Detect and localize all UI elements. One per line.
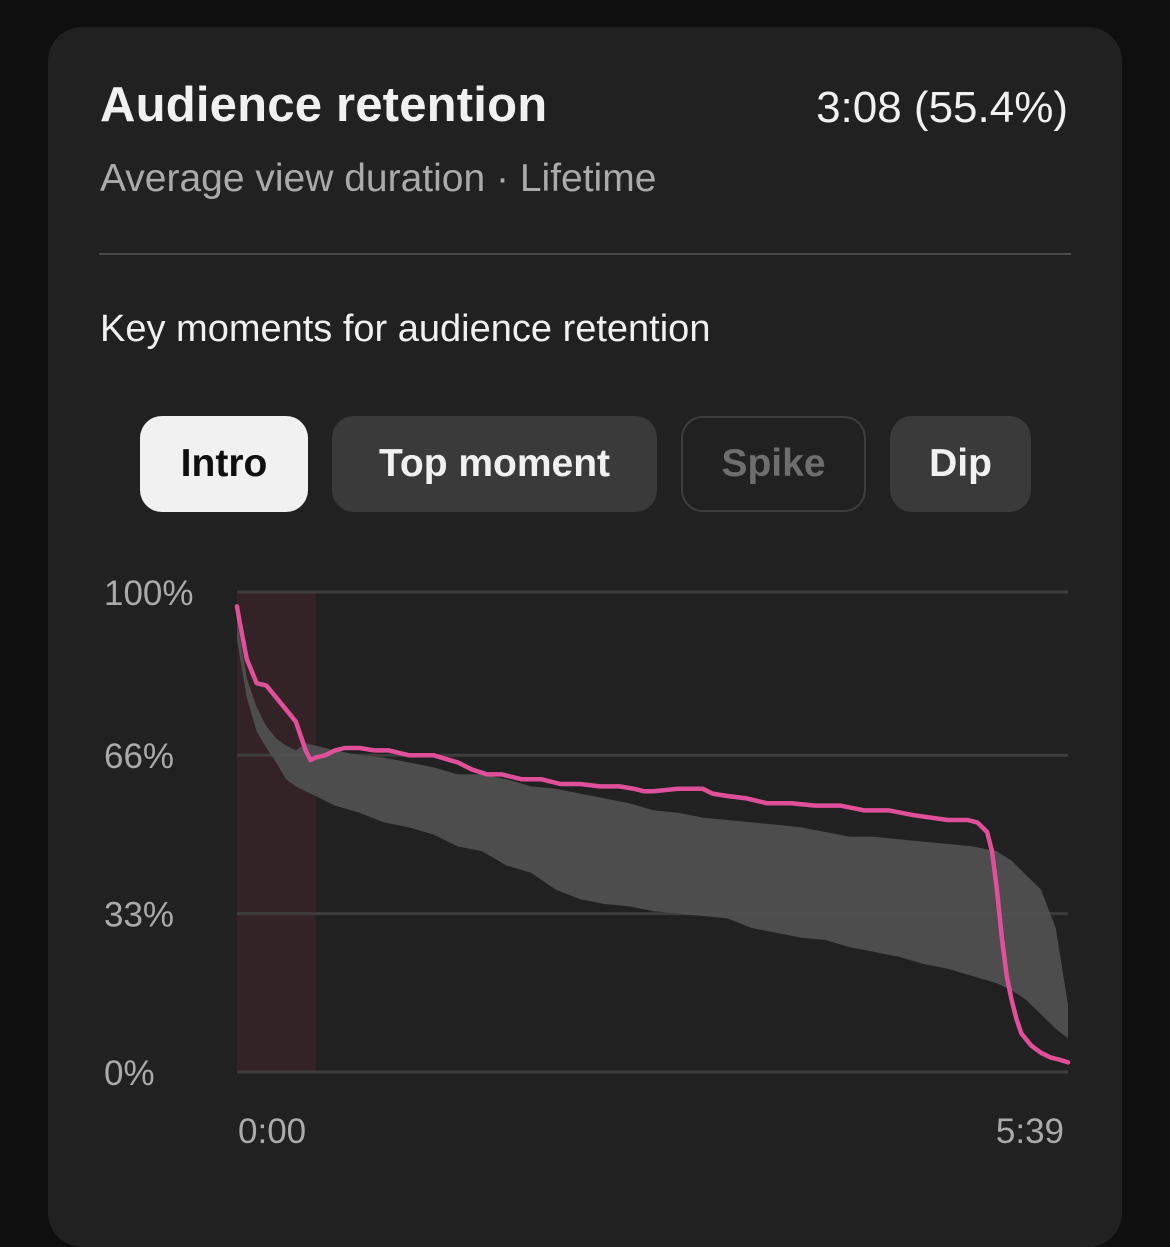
y-tick-label: 66% xyxy=(104,737,174,776)
chip-dip[interactable]: Dip xyxy=(890,416,1031,512)
average-view-duration-value: 3:08 (55.4%) xyxy=(816,83,1068,132)
chip-intro[interactable]: Intro xyxy=(140,416,308,512)
audience-retention-card: Audience retention 3:08 (55.4%) Average … xyxy=(48,27,1122,1247)
y-tick-label: 0% xyxy=(104,1054,155,1093)
card-title: Audience retention xyxy=(100,78,548,132)
typical-retention-band xyxy=(237,620,1068,1039)
x-tick-label: 0:00 xyxy=(238,1112,306,1151)
divider xyxy=(99,253,1071,255)
chip-top-moment[interactable]: Top moment xyxy=(332,416,657,512)
x-tick-label: 5:39 xyxy=(996,1112,1064,1151)
retention-chart: 100% 66% 33% 0% 0:00 5:39 xyxy=(104,574,1071,1151)
key-moments-heading: Key moments for audience retention xyxy=(100,308,711,350)
card-subtitle: Average view duration · Lifetime xyxy=(100,157,657,200)
y-tick-label: 100% xyxy=(104,574,194,613)
chip-spike: Spike xyxy=(681,416,866,512)
y-tick-label: 33% xyxy=(104,896,174,935)
retention-line xyxy=(234,604,1071,1065)
